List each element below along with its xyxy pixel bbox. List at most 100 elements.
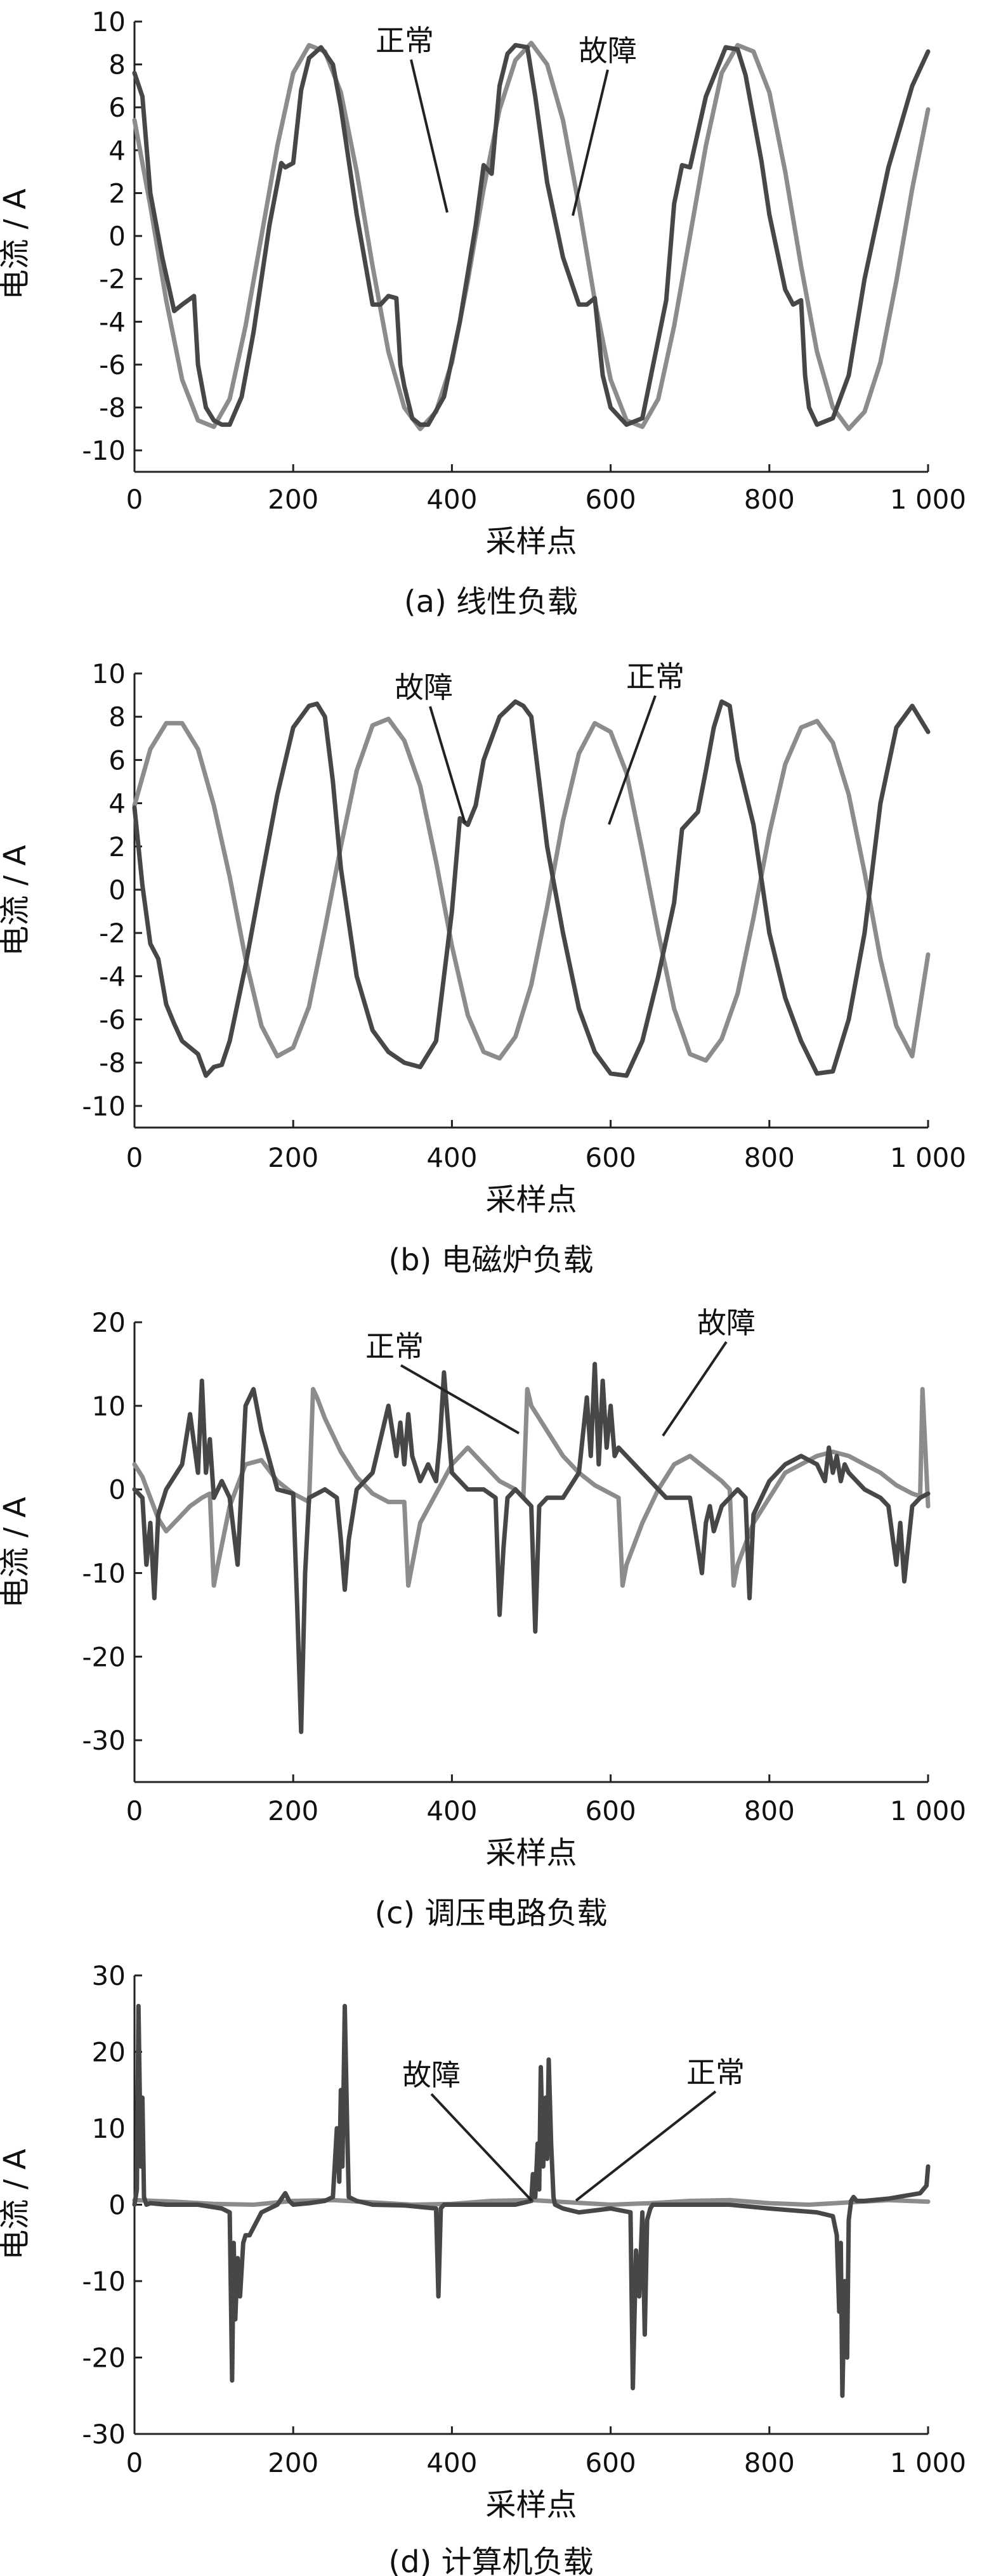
y-tick-label: 6	[108, 745, 126, 776]
annotation-backing	[693, 1303, 759, 1339]
annotation-backing	[683, 2052, 749, 2089]
annotation-label: 故障	[402, 2058, 461, 2092]
y-tick-label: 0	[108, 1474, 126, 1506]
annotation-pointer	[410, 59, 448, 213]
y-tick-label: 6	[108, 92, 126, 123]
y-tick-label: -20	[82, 1641, 126, 1672]
annotation-backing	[372, 20, 438, 57]
y-tick-label: 4	[108, 788, 126, 819]
y-tick-label: 8	[108, 49, 126, 81]
x-tick-label: 200	[268, 1142, 318, 1173]
x-tick-label: 400	[426, 1795, 477, 1826]
x-tick-label: 600	[586, 1795, 636, 1826]
x-tick-label: 1 000	[890, 1795, 966, 1826]
y-tick-label: 20	[92, 1307, 126, 1338]
x-tick-label: 1 000	[890, 1142, 966, 1173]
y-tick-label: -20	[82, 2343, 126, 2374]
x-axis-label: 采样点	[485, 2487, 577, 2523]
y-tick-label: -8	[99, 1048, 126, 1079]
y-tick-label: 10	[92, 658, 126, 689]
x-tick-label: 0	[126, 1142, 143, 1173]
y-tick-label: -6	[99, 1005, 126, 1036]
x-tick-label: 600	[586, 2447, 636, 2478]
x-tick-label: 1 000	[890, 2447, 966, 2478]
y-tick-label: -10	[82, 1091, 126, 1122]
y-tick-label: 10	[92, 1391, 126, 1422]
y-tick-label: 0	[108, 2190, 126, 2221]
x-tick-label: 0	[126, 1795, 143, 1826]
annotation-pointer	[430, 2093, 533, 2202]
x-tick-label: 200	[268, 484, 318, 515]
x-tick-label: 400	[426, 484, 477, 515]
panel-caption: (b) 电磁炉负载	[388, 1242, 593, 1278]
x-tick-label: 1 000	[890, 484, 966, 515]
series-line-normal	[132, 41, 931, 431]
y-tick-label: 2	[108, 178, 126, 209]
annotation-label: 故障	[697, 1306, 756, 1340]
x-tick-label: 0	[126, 484, 143, 515]
y-tick-label: 30	[92, 1960, 126, 1991]
annotation-backing	[362, 1326, 428, 1363]
x-tick-label: 600	[586, 1142, 636, 1173]
x-tick-label: 600	[586, 484, 636, 515]
annotation-pointer	[608, 695, 657, 825]
y-tick-label: -4	[99, 961, 126, 992]
panel-caption: (a) 线性负载	[404, 584, 578, 620]
y-tick-label: -4	[99, 306, 126, 337]
y-tick-label: 8	[108, 701, 126, 732]
annotation-label: 正常	[686, 2055, 745, 2090]
y-tick-label: -2	[99, 264, 126, 295]
x-axis-label: 采样点	[485, 1182, 577, 1218]
series-line-normal	[132, 717, 931, 1063]
annotation-backing	[398, 2055, 464, 2091]
y-tick-label: -10	[82, 435, 126, 466]
annotation-pointer	[572, 69, 609, 216]
annotation-backing	[622, 656, 688, 693]
x-axis-label: 采样点	[485, 524, 577, 559]
annotation-label: 正常	[365, 1329, 424, 1363]
y-axis-label: 电流 / A	[0, 1497, 33, 1608]
panel-caption: (d) 计算机负载	[388, 2544, 593, 2576]
x-tick-label: 0	[126, 2447, 143, 2478]
annotation-pointer	[575, 2090, 717, 2202]
series-line-fault	[132, 1362, 931, 1734]
annotation-backing	[575, 30, 641, 67]
y-tick-label: -10	[82, 2266, 126, 2297]
y-tick-label: 0	[108, 221, 126, 252]
annotation-pointer	[662, 1341, 728, 1437]
series-line-fault	[132, 2003, 931, 2398]
y-tick-label: -10	[82, 1558, 126, 1589]
x-axis-label: 采样点	[485, 1835, 577, 1871]
x-tick-label: 400	[426, 1142, 477, 1173]
x-tick-label: 400	[426, 2447, 477, 2478]
x-tick-label: 200	[268, 1795, 318, 1826]
annotation-label: 正常	[376, 23, 434, 58]
annotation-backing	[391, 667, 457, 704]
series-line-fault	[132, 42, 931, 427]
series-line-fault	[132, 699, 931, 1078]
annotation-pointer	[429, 706, 466, 824]
y-tick-label: -6	[99, 349, 126, 381]
y-axis-label: 电流 / A	[0, 845, 33, 956]
y-tick-label: 10	[92, 2113, 126, 2144]
panel-c: 20 10 0 -10 -20 -30 0 200 400 600 800 1 000 采样点 电流 / …	[0, 1303, 966, 1931]
annotation-label: 正常	[626, 660, 684, 694]
y-tick-label: -30	[82, 1725, 126, 1756]
panel-caption: (c) 调压电路负载	[374, 1896, 607, 1931]
x-tick-label: 800	[744, 484, 795, 515]
x-tick-label: 200	[268, 2447, 318, 2478]
y-axis-label: 电流 / A	[0, 2149, 33, 2260]
y-axis-label: 电流 / A	[0, 188, 33, 300]
annotation-label: 故障	[395, 670, 453, 705]
x-tick-label: 800	[744, 2447, 795, 2478]
annotation-pointer	[400, 1364, 520, 1434]
y-tick-label: -2	[99, 918, 126, 949]
y-tick-label: 20	[92, 2037, 126, 2068]
y-tick-label: 10	[92, 6, 126, 37]
annotation-label: 故障	[579, 34, 637, 68]
y-tick-label: -8	[99, 393, 126, 424]
